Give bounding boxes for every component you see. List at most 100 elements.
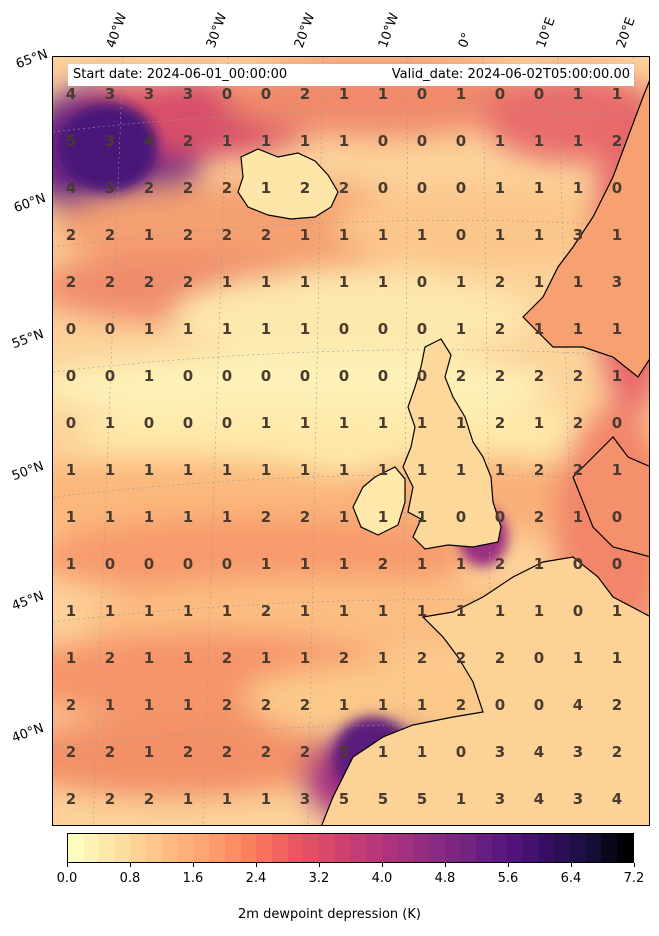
grid-value: 2 — [612, 743, 622, 761]
grid-value: 1 — [144, 743, 154, 761]
grid-value: 0 — [378, 179, 388, 197]
grid-value: 2 — [144, 790, 154, 808]
grid-value: 2 — [222, 226, 232, 244]
grid-value: 2 — [612, 132, 622, 150]
latitude-label: 65°N — [14, 46, 50, 73]
grid-value: 1 — [144, 461, 154, 479]
grid-value: 1 — [144, 649, 154, 667]
grid-value: 1 — [612, 367, 622, 385]
grid-value: 2 — [495, 414, 505, 432]
grid-value: 1 — [261, 414, 271, 432]
latitude-label: 60°N — [12, 190, 48, 217]
colorbar-segment — [303, 834, 319, 862]
grid-value: 2 — [534, 367, 544, 385]
grid-value: 1 — [573, 320, 583, 338]
grid-value: 1 — [300, 226, 310, 244]
valid-date-label: Valid_date: 2024-06-02T05:00:00.00 — [391, 67, 630, 82]
grid-value: 1 — [378, 508, 388, 526]
colorbar-segment — [366, 834, 382, 862]
grid-value: 1 — [144, 696, 154, 714]
grid-value: 1 — [573, 273, 583, 291]
colorbar-tick-label: 4.0 — [371, 871, 393, 886]
longitude-label: 30°W — [203, 11, 231, 50]
grid-value: 4 — [534, 790, 544, 808]
grid-value: 1 — [417, 602, 427, 620]
colorbar-tick-label: 0.8 — [119, 871, 141, 886]
grid-value: 0 — [378, 132, 388, 150]
colorbar — [67, 833, 634, 863]
grid-value: 0 — [495, 696, 505, 714]
grid-value: 3 — [183, 85, 193, 103]
grid-value: 2 — [495, 555, 505, 573]
grid-value: 1 — [300, 602, 310, 620]
colorbar-tick-label: 2.4 — [245, 871, 267, 886]
grid-value: 3 — [573, 790, 583, 808]
grid-value: 1 — [144, 508, 154, 526]
latitude-label: 50°N — [10, 458, 46, 485]
grid-value: 1 — [261, 132, 271, 150]
colorbar-tick — [130, 863, 131, 867]
grid-value: 1 — [612, 320, 622, 338]
grid-value: 0 — [66, 367, 76, 385]
grid-value: 2 — [66, 790, 76, 808]
grid-value: 1 — [378, 743, 388, 761]
grid-value: 2 — [300, 696, 310, 714]
grid-value: 3 — [573, 743, 583, 761]
grid-value: 1 — [261, 320, 271, 338]
grid-value: 1 — [183, 602, 193, 620]
grid-value: 2 — [495, 367, 505, 385]
grid-value: 0 — [222, 367, 232, 385]
colorbar-segment — [507, 834, 523, 862]
grid-value: 1 — [417, 461, 427, 479]
grid-value: 2 — [612, 696, 622, 714]
grid-value: 4 — [66, 179, 76, 197]
grid-value: 0 — [495, 508, 505, 526]
grid-value: 1 — [612, 85, 622, 103]
colorbar-segment — [334, 834, 351, 862]
grid-value: 1 — [183, 320, 193, 338]
grid-value: 1 — [339, 602, 349, 620]
grid-value: 0 — [612, 555, 622, 573]
grid-value: 2 — [105, 273, 115, 291]
latitude-label: 40°N — [10, 720, 46, 747]
grid-value: 1 — [378, 414, 388, 432]
grid-value: 1 — [300, 320, 310, 338]
grid-value: 0 — [612, 414, 622, 432]
colorbar-segment — [193, 834, 210, 862]
grid-value: 1 — [222, 273, 232, 291]
grid-value: 0 — [456, 743, 466, 761]
grid-value: 1 — [378, 85, 388, 103]
grid-value: 0 — [378, 367, 388, 385]
grid-value: 2 — [222, 179, 232, 197]
grid-value: 1 — [495, 226, 505, 244]
grid-value: 1 — [417, 743, 427, 761]
grid-value: 0 — [66, 414, 76, 432]
colorbar-tick — [193, 863, 194, 867]
grid-value: 4 — [612, 790, 622, 808]
colorbar-segment — [554, 834, 570, 862]
grid-value: 0 — [417, 132, 427, 150]
grid-value-labels: 4 3 3 3 0 0 2 1 1 0 1 0 0 1 1 5 3 4 2 1 1 1 1 0 0 0 1 1 1 2 4 3 2 2 2 1 2 2 0 0… — [66, 85, 622, 808]
colorbar-segment — [350, 834, 367, 862]
grid-value: 1 — [144, 320, 154, 338]
grid-value: 2 — [456, 367, 466, 385]
colorbar-tick — [508, 863, 509, 867]
colorbar-tick — [319, 863, 320, 867]
colorbar-segment — [99, 834, 116, 862]
grid-value: 2 — [573, 367, 583, 385]
grid-value: 1 — [378, 649, 388, 667]
colorbar-tick — [67, 863, 68, 867]
grid-value: 0 — [183, 555, 193, 573]
grid-value: 2 — [105, 226, 115, 244]
longitude-label: 0° — [455, 30, 476, 50]
grid-value: 1 — [183, 649, 193, 667]
grid-value: 0 — [66, 320, 76, 338]
grid-value: 1 — [339, 508, 349, 526]
grid-value: 1 — [105, 602, 115, 620]
grid-value: 1 — [378, 273, 388, 291]
grid-value: 0 — [534, 696, 544, 714]
grid-value: 2 — [105, 649, 115, 667]
grid-value: 1 — [573, 85, 583, 103]
grid-value: 1 — [105, 461, 115, 479]
grid-value: 1 — [300, 461, 310, 479]
